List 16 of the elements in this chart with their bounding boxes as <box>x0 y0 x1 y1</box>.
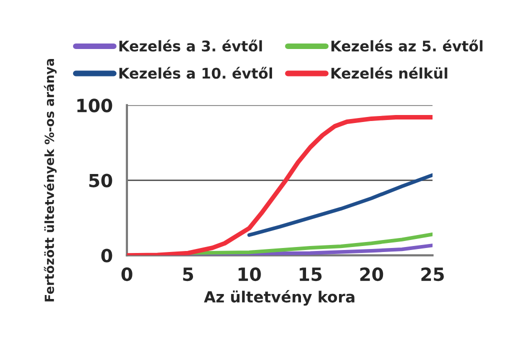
y-axis-title: Fertőzött ültetvények %-os aránya <box>44 59 57 302</box>
legend-label: Kezelés az 5. évtől <box>331 40 482 52</box>
x-axis-title: Az ültetvény kora <box>204 290 354 306</box>
legend-label: Kezelés a 10. évtől <box>119 66 272 79</box>
x-tick-label: 15 <box>300 268 322 282</box>
y-tick-label: 100 <box>77 98 112 112</box>
x-tick-label: 0 <box>121 267 132 282</box>
y-tick-label: 50 <box>89 174 112 188</box>
x-tick-label: 20 <box>360 267 384 282</box>
legend-label: Kezelés a 3. évtől <box>119 40 262 52</box>
line-series <box>247 173 433 237</box>
x-tick-label: 10 <box>238 267 261 282</box>
y-tick-label: 0 <box>101 248 112 262</box>
x-tick-label: 25 <box>421 267 444 282</box>
legend-label: Kezelés nélkül <box>331 66 448 79</box>
x-tick-label: 5 <box>183 268 194 282</box>
